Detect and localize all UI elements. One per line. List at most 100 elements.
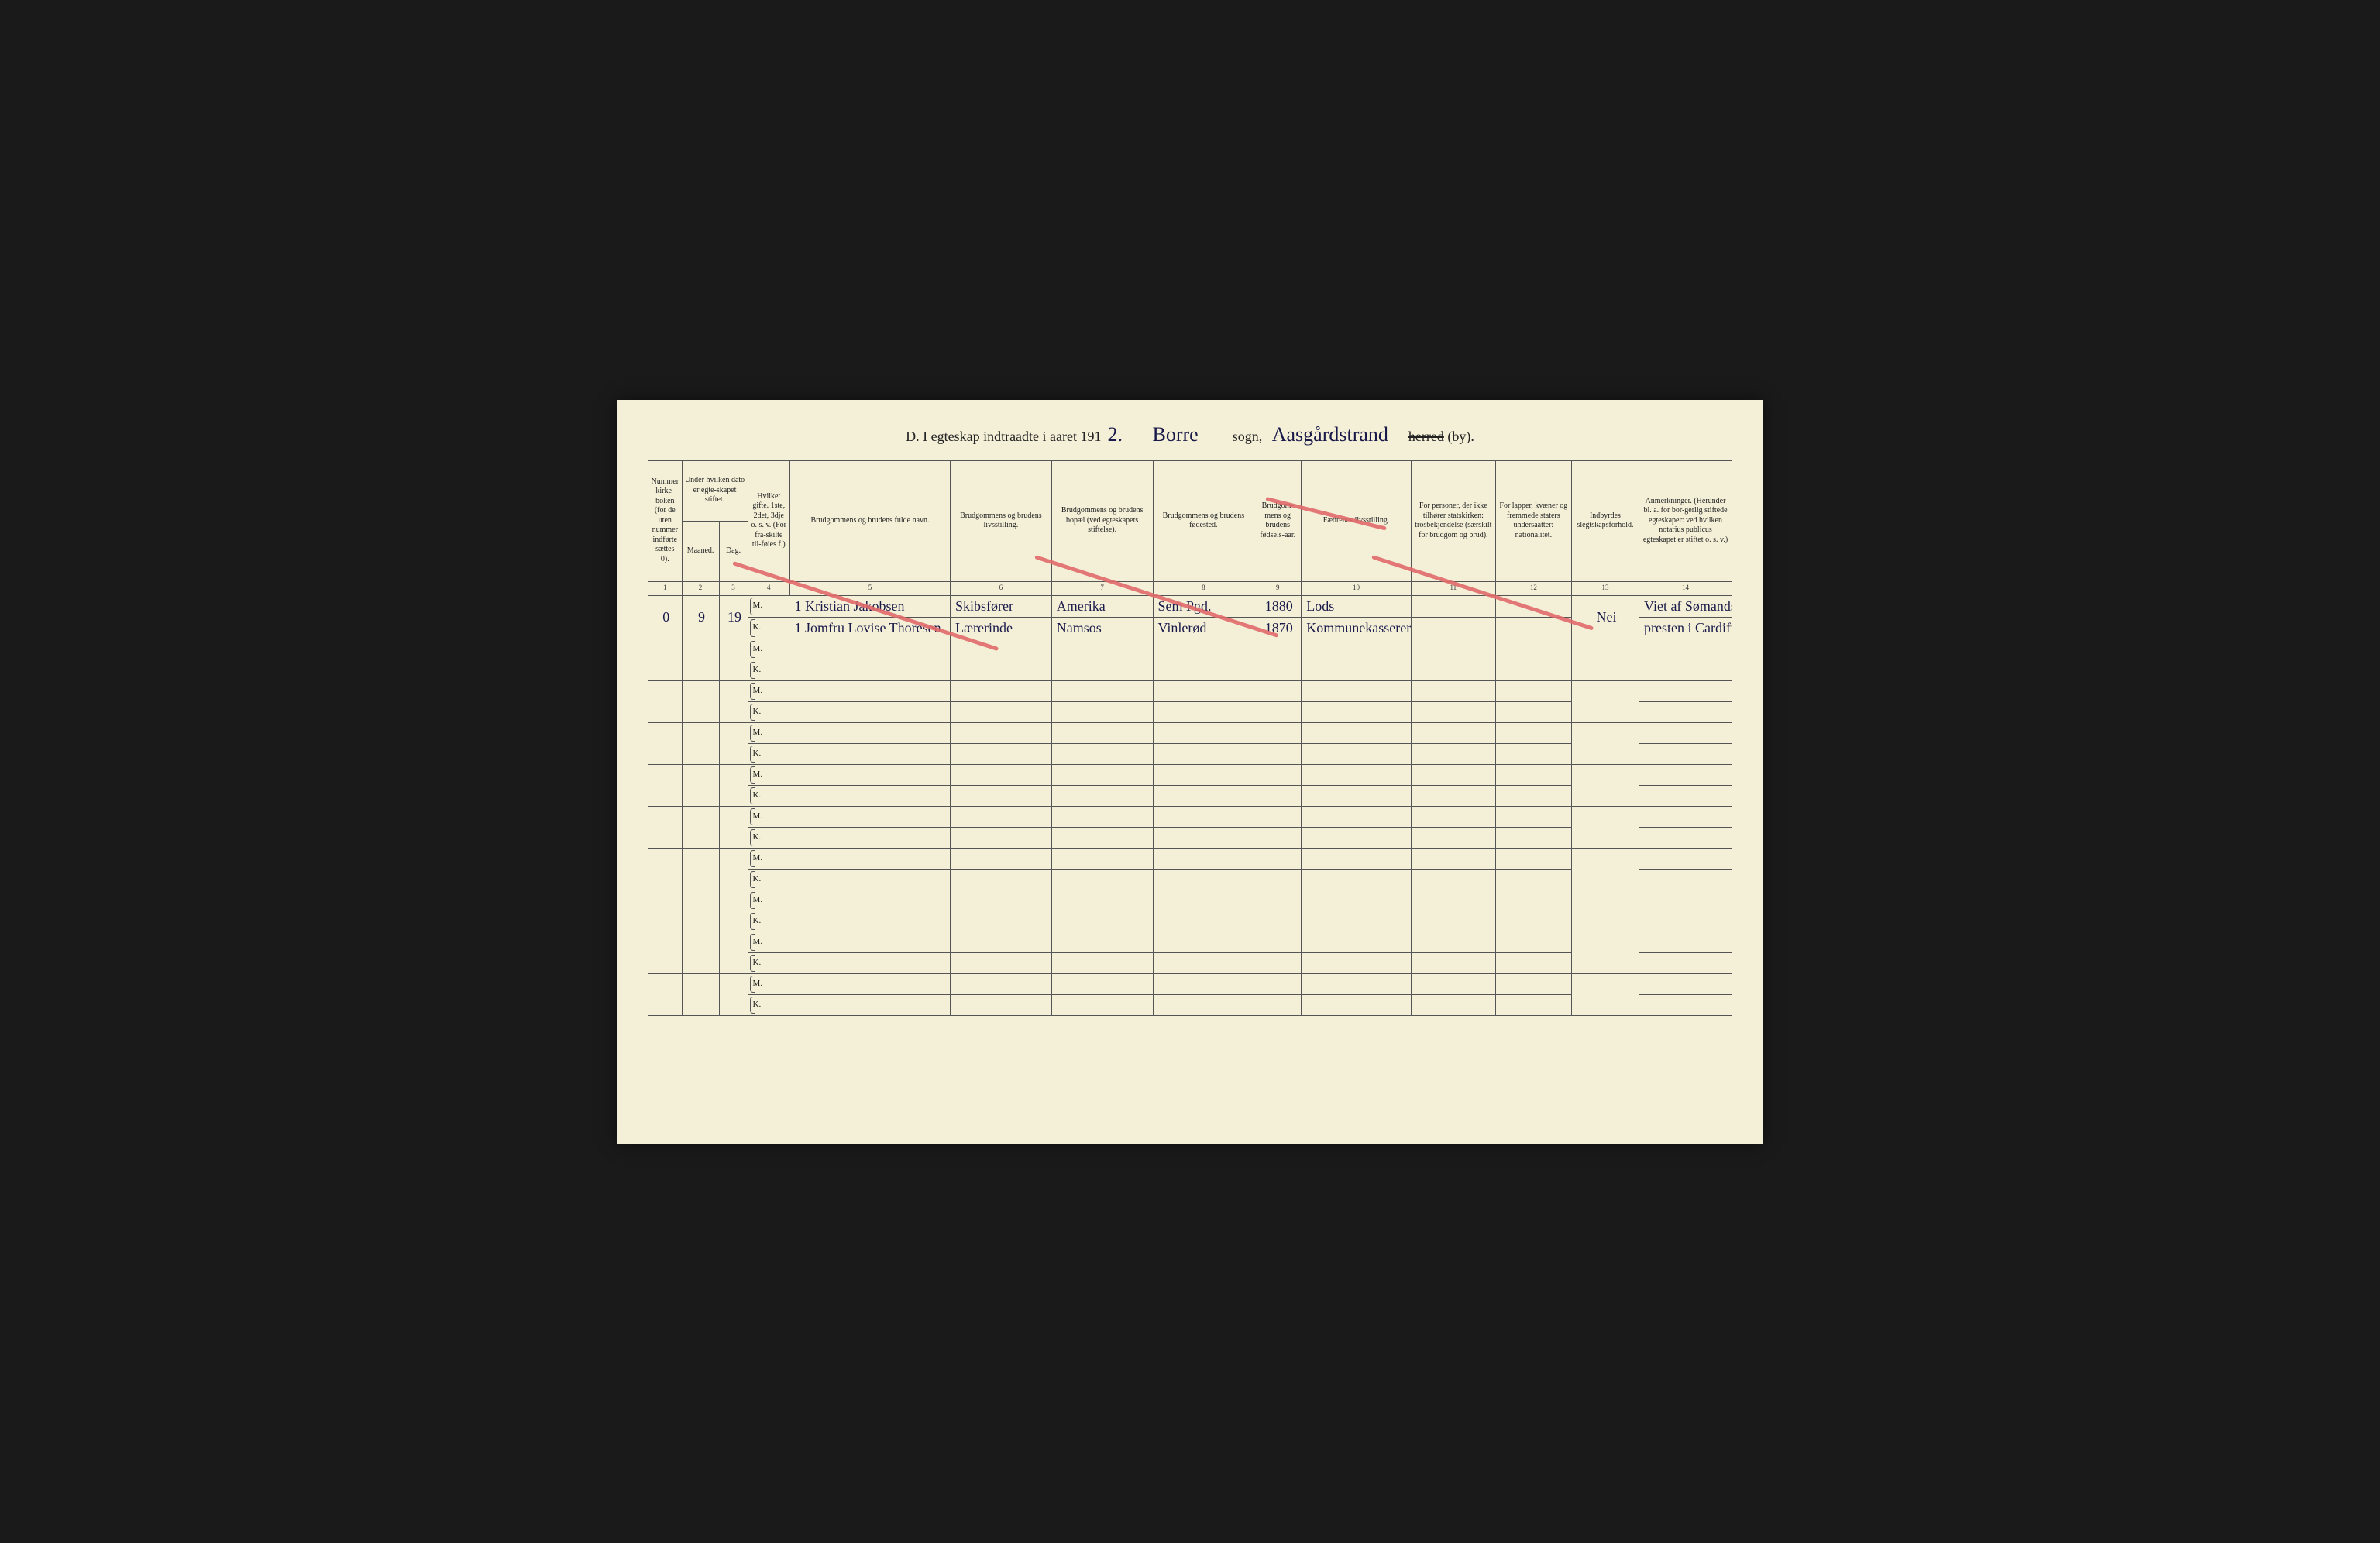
cell [790,952,951,973]
cell [1302,848,1412,869]
mk-label: M. [748,680,789,701]
cell [1254,680,1302,701]
header-2-maaned: Maaned. [682,521,719,581]
mk-label: M. [748,806,789,827]
cell: presten i Cardiff. [1639,617,1732,639]
mk-label: M. [748,932,789,952]
cell [951,785,1052,806]
header-9: Brudgom-mens og brudens fødsels-aar. [1254,460,1302,581]
cell [951,973,1052,994]
cell [1411,617,1495,639]
cell [1254,973,1302,994]
cell [790,827,951,848]
mk-label: K. [748,952,789,973]
cell [1051,973,1153,994]
cell [719,806,748,848]
mk-label: M. [748,890,789,911]
table-row: M. [648,680,1732,701]
header-6: Brudgommens og brudens livsstilling. [951,460,1052,581]
title-year: 2. [1108,423,1123,446]
cell [648,932,683,973]
cell [1411,994,1495,1015]
cell [1411,660,1495,680]
cell [1411,827,1495,848]
cell [1639,952,1732,973]
cell [1639,994,1732,1015]
cell [790,722,951,743]
cell [1051,911,1153,932]
cell [1411,764,1495,785]
title-herred-written: Aasgårdstrand [1272,423,1388,446]
cell [951,764,1052,785]
cell [951,932,1052,952]
cell [790,639,951,660]
cell [1302,973,1412,994]
cell [951,806,1052,827]
header-14: Anmerkninger. (Herunder bl. a. for bor-g… [1639,460,1732,581]
cell [951,994,1052,1015]
cell [1051,680,1153,701]
ledger-page: D. I egteskap indtraadte i aaret 1912. B… [617,400,1763,1144]
cell [1302,660,1412,680]
cell [1495,785,1571,806]
cell [1411,932,1495,952]
mk-label: K. [748,743,789,764]
cell [1051,660,1153,680]
cell [1411,639,1495,660]
mk-label: K. [748,660,789,680]
mk-label: M. [748,848,789,869]
cell: Lods [1302,595,1412,617]
cell [1495,764,1571,785]
cell [1571,973,1639,1015]
cell [1571,722,1639,764]
title-herred-struck: herred [1408,429,1444,444]
cell [1411,952,1495,973]
table-row: K. [648,827,1732,848]
cell [951,952,1052,973]
title-sogn-label: sogn, [1233,429,1263,444]
cell [1153,680,1254,701]
cell [1302,785,1412,806]
mk-label: M. [748,595,789,617]
cell [682,932,719,973]
cell [719,848,748,890]
table-row: M. [648,890,1732,911]
cell [1639,660,1732,680]
table-row: M. [648,806,1732,827]
cell [1254,952,1302,973]
colnum: 1 [648,581,683,595]
cell [1495,827,1571,848]
cell [719,722,748,764]
colnum: 14 [1639,581,1732,595]
cell [719,764,748,806]
cell [1051,952,1153,973]
table-row: K. [648,701,1732,722]
cell [682,848,719,890]
cell [682,973,719,1015]
ledger-table: Nummer kirke-boken (for de uten nummer i… [648,460,1732,1016]
cell [1254,806,1302,827]
cell [1254,785,1302,806]
cell [719,680,748,722]
table-row: K. [648,785,1732,806]
mk-label: M. [748,764,789,785]
header-7: Brudgommens og brudens bopæl (ved egtesk… [1051,460,1153,581]
cell: 19 [719,595,748,639]
cell [790,785,951,806]
cell [1254,764,1302,785]
table-row: K. [648,911,1732,932]
mk-label: K. [748,994,789,1015]
cell [1153,890,1254,911]
cell [1495,806,1571,827]
table-row: K. [648,994,1732,1015]
cell [1411,595,1495,617]
cell [790,743,951,764]
table-row: M. [648,764,1732,785]
cell [1571,639,1639,680]
cell [1495,973,1571,994]
header-4: Hvilket gifte. 1ste, 2det, 3dje o. s. v.… [748,460,789,581]
cell [648,806,683,848]
cell: Amerika [1051,595,1153,617]
header-13: Indbyrdes slegtskapsforhold. [1571,460,1639,581]
mk-label: M. [748,639,789,660]
